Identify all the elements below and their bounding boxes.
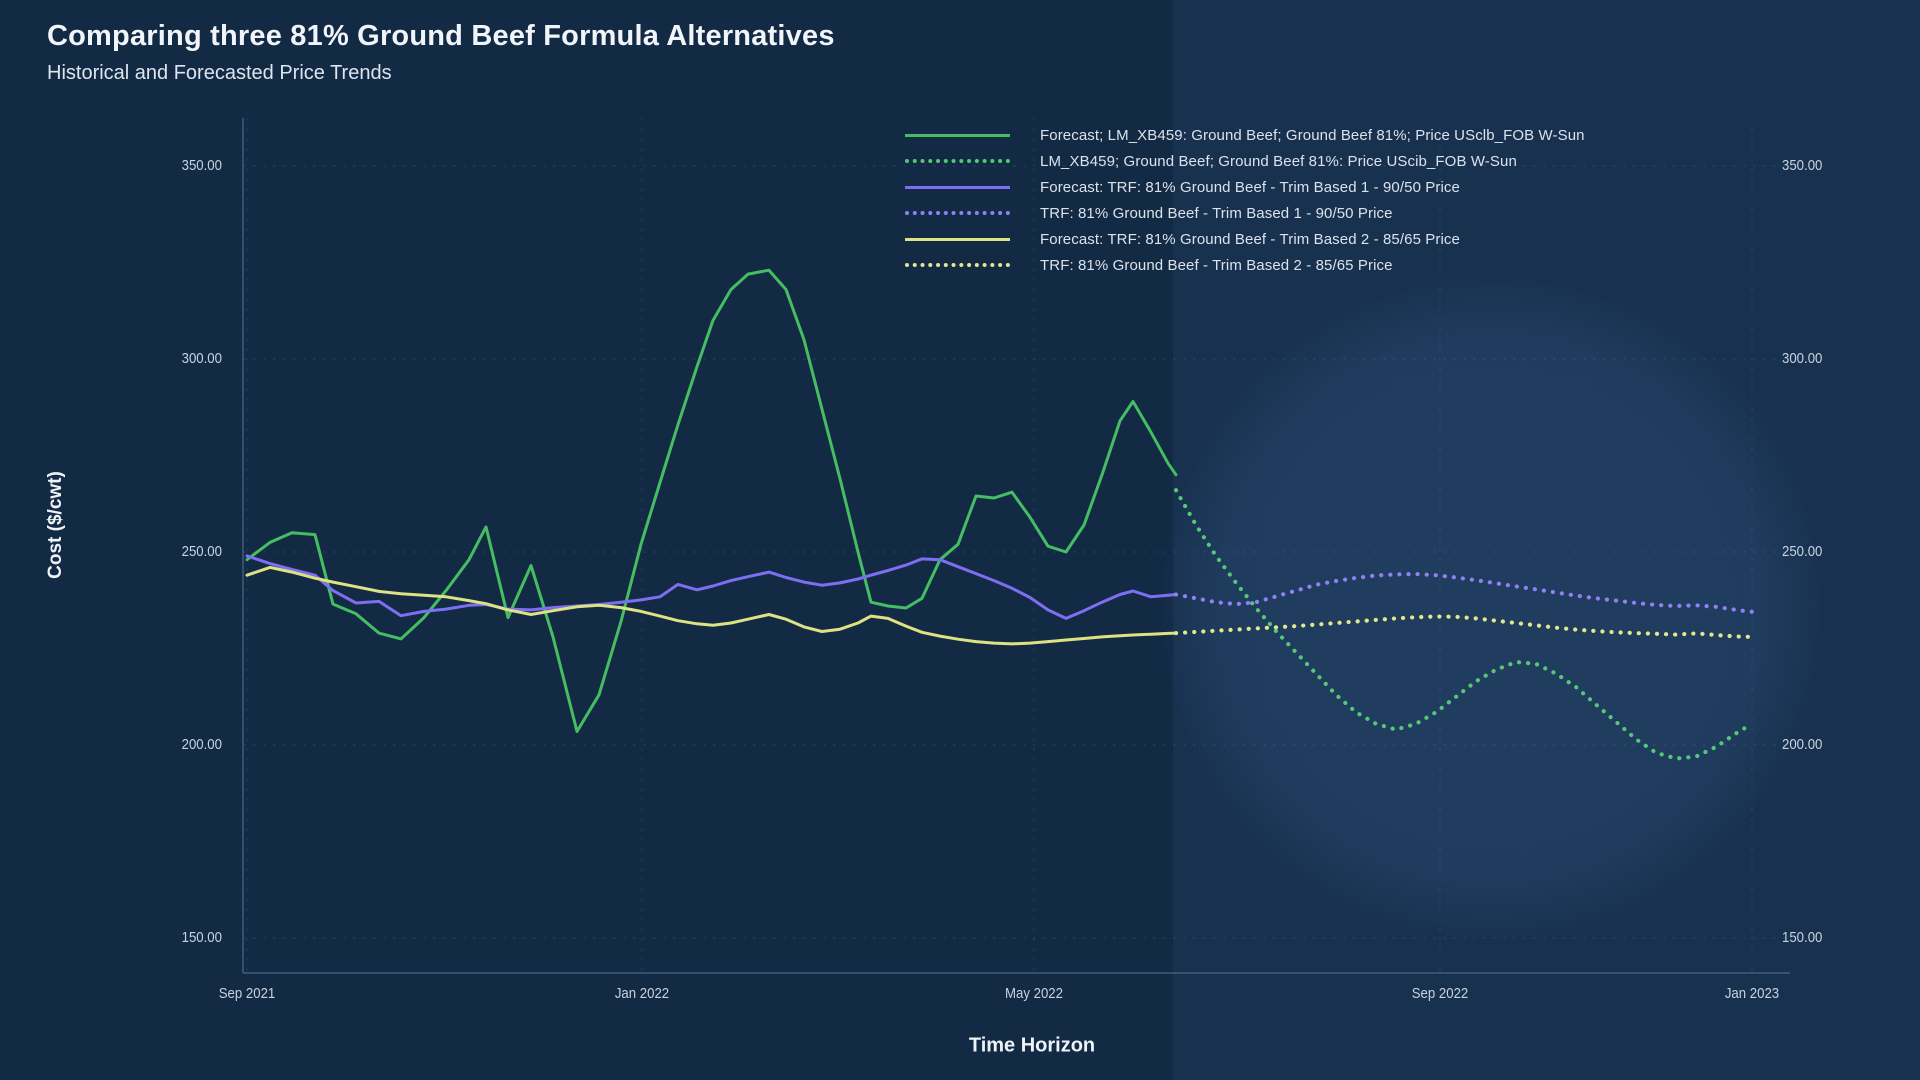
- chart-legend: Forecast; LM_XB459: Ground Beef; Ground …: [905, 124, 1585, 276]
- series-line-forecast-trf-trim-based-1: [245, 554, 1178, 620]
- y-tick-label-left: 150.00: [181, 929, 222, 946]
- x-axis-title: Time Horizon: [968, 1034, 1096, 1057]
- series-line-lm-xb459-actual: [1173, 488, 1755, 761]
- legend-swatch-solid-icon: [905, 185, 1010, 189]
- series-line-forecast-lm-xb459: [245, 268, 1178, 733]
- legend-label: Forecast: TRF: 81% Ground Beef - Trim Ba…: [1040, 178, 1460, 196]
- y-tick-label-right: 250.00: [1782, 543, 1823, 560]
- y-axis-title: Cost ($/cwt): [45, 471, 66, 579]
- y-tick-label-right: 150.00: [1782, 929, 1823, 946]
- legend-swatch-solid-icon: [905, 237, 1010, 241]
- legend-item-lm-xb459-actual[interactable]: LM_XB459; Ground Beef; Ground Beef 81%: …: [905, 150, 1585, 172]
- y-tick-label-left: 250.00: [181, 543, 222, 560]
- x-tick-label: Jan 2022: [614, 985, 670, 1002]
- axis-lines: [242, 118, 1790, 974]
- series-line-trf-trim-based-1: [1173, 571, 1755, 614]
- legend-label: TRF: 81% Ground Beef - Trim Based 2 - 85…: [1040, 256, 1393, 274]
- legend-label: Forecast: TRF: 81% Ground Beef - Trim Ba…: [1040, 230, 1460, 248]
- x-tick-label: Sep 2022: [1411, 985, 1469, 1002]
- series-line-trf-trim-based-2: [1173, 614, 1755, 639]
- gridlines: [243, 118, 1790, 973]
- x-tick-label: May 2022: [1005, 985, 1063, 1002]
- legend-item-trf-trim-based-2[interactable]: TRF: 81% Ground Beef - Trim Based 2 - 85…: [905, 254, 1585, 276]
- legend-label: TRF: 81% Ground Beef - Trim Based 1 - 90…: [1040, 204, 1393, 222]
- y-tick-label-right: 350.00: [1782, 157, 1823, 174]
- x-tick-label: Sep 2021: [218, 985, 276, 1002]
- forecast-highlight-region: [1173, 0, 1920, 1080]
- y-tick-label-left: 300.00: [181, 350, 222, 367]
- legend-item-forecast-trf-trim-based-2[interactable]: Forecast: TRF: 81% Ground Beef - Trim Ba…: [905, 228, 1585, 250]
- y-tick-label-right: 200.00: [1782, 736, 1823, 753]
- legend-item-forecast-lm-xb459[interactable]: Forecast; LM_XB459: Ground Beef; Ground …: [905, 124, 1585, 146]
- forecast-highlight-glow: [1162, 278, 1822, 938]
- legend-label: LM_XB459; Ground Beef; Ground Beef 81%: …: [1040, 152, 1517, 170]
- legend-swatch-dotted-icon: [905, 263, 1010, 267]
- legend-item-forecast-trf-trim-based-1[interactable]: Forecast: TRF: 81% Ground Beef - Trim Ba…: [905, 176, 1585, 198]
- page-subtitle: Historical and Forecasted Price Trends: [47, 62, 392, 84]
- x-tick-label: Jan 2023: [1724, 985, 1780, 1002]
- series-line-forecast-trf-trim-based-2: [245, 565, 1178, 646]
- legend-swatch-dotted-icon: [905, 159, 1010, 163]
- y-tick-label-left: 350.00: [181, 157, 222, 174]
- y-tick-label-left: 200.00: [181, 736, 222, 753]
- page-title: Comparing three 81% Ground Beef Formula …: [47, 20, 835, 52]
- series-lines: [245, 268, 1755, 761]
- legend-swatch-dotted-icon: [905, 211, 1010, 215]
- legend-item-trf-trim-based-1[interactable]: TRF: 81% Ground Beef - Trim Based 1 - 90…: [905, 202, 1585, 224]
- y-tick-label-right: 300.00: [1782, 350, 1823, 367]
- legend-label: Forecast; LM_XB459: Ground Beef; Ground …: [1040, 126, 1585, 144]
- legend-swatch-solid-icon: [905, 133, 1010, 137]
